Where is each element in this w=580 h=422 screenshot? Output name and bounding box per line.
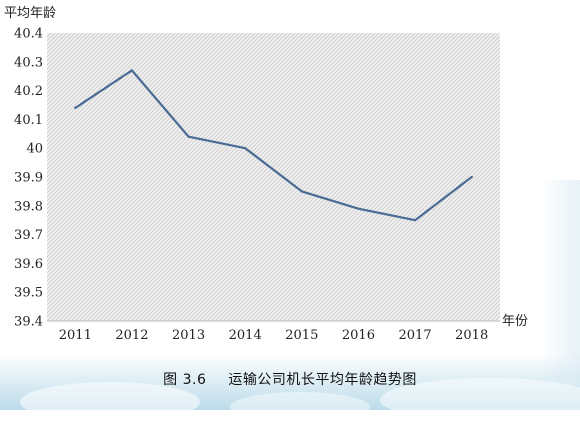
plot-area	[47, 33, 500, 321]
x-tick-label: 2018	[455, 328, 488, 343]
y-tick-label: 39.4	[14, 315, 43, 330]
y-tick-label: 39.5	[14, 286, 43, 301]
y-tick-label: 40.3	[14, 55, 43, 70]
data-point	[187, 135, 190, 138]
data-point	[470, 175, 473, 179]
x-axis-ticks: 2011 2012 2013 2014 2015 2016 2017 2018	[59, 328, 488, 343]
y-tick-label: 40	[26, 142, 43, 157]
x-tick-label: 2013	[172, 328, 205, 343]
figure-number: 图 3.6	[163, 372, 207, 388]
data-point	[413, 219, 417, 222]
x-tick-label: 2014	[229, 328, 262, 343]
y-axis-ticks: 40.4 40.3 40.2 40.1 40 39.9 39.8 39.7 39.6 39.5 39…	[14, 27, 43, 330]
data-point	[244, 147, 247, 150]
x-tick-label: 2012	[115, 328, 148, 343]
y-axis-label: 平均年龄	[4, 6, 56, 21]
y-tick-label: 39.9	[14, 171, 43, 186]
y-tick-label: 40.4	[14, 27, 43, 42]
series-line	[74, 69, 473, 222]
y-tick-label: 40.1	[14, 113, 43, 128]
x-tick-label: 2015	[285, 328, 318, 343]
line-chart: 40.4 40.3 40.2 40.1 40 39.9 39.8 39.7 39.6 39.5 39…	[4, 6, 528, 343]
background-side-fade	[540, 180, 580, 380]
x-axis-label: 年份	[502, 314, 528, 329]
y-tick-label: 39.8	[14, 199, 43, 214]
data-points	[74, 69, 473, 222]
figure-caption: 图 3.6 运输公司机长平均年龄趋势图	[0, 369, 580, 389]
figure-title: 运输公司机长平均年龄趋势图	[228, 372, 417, 388]
data-point	[130, 69, 134, 72]
x-tick-label: 2016	[342, 328, 375, 343]
x-tick-label: 2011	[59, 328, 92, 343]
x-tick-label: 2017	[399, 328, 432, 343]
y-tick-label: 40.2	[14, 84, 43, 99]
data-point	[300, 190, 303, 193]
data-point	[357, 207, 360, 210]
y-tick-label: 39.7	[14, 228, 43, 243]
background-cloud	[230, 392, 370, 422]
data-point	[74, 106, 77, 109]
y-tick-label: 39.6	[14, 257, 43, 272]
